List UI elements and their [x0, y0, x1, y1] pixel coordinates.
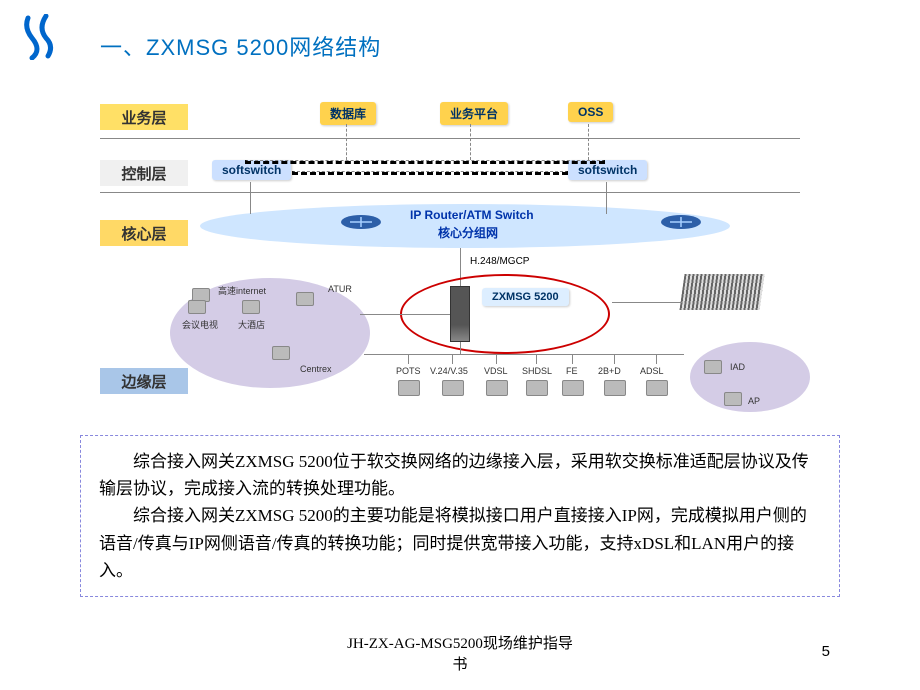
- connector: [496, 354, 497, 364]
- business-platform: 业务平台: [440, 102, 508, 125]
- port-v24: V.24/V.35: [430, 366, 468, 376]
- layer-label-core: 核心层: [100, 220, 188, 246]
- edge-conf-label: 会议电视: [182, 318, 218, 331]
- business-oss: OSS: [568, 102, 613, 122]
- connector: [612, 302, 682, 303]
- device-icon: [486, 380, 508, 396]
- connector: [656, 354, 657, 364]
- core-subtitle: 核心分组网: [438, 224, 498, 241]
- building-icon: [682, 274, 762, 310]
- connector: [606, 182, 607, 214]
- edge-atur-label: ATUR: [328, 284, 352, 294]
- router-icon: [660, 214, 702, 230]
- device-icon: [442, 380, 464, 396]
- connector: [250, 182, 251, 214]
- edge-iad-label: IAD: [730, 362, 745, 372]
- page-number: 5: [822, 643, 830, 660]
- edge-ap-label: AP: [748, 396, 760, 406]
- device-icon: [704, 360, 722, 374]
- core-title: IP Router/ATM Switch: [410, 208, 534, 222]
- connector: [470, 124, 471, 160]
- description-p1: 综合接入网关ZXMSG 5200位于软交换网络的边缘接入层，采用软交换标准适配层…: [99, 448, 821, 502]
- router-icon: [340, 214, 382, 230]
- device-icon: [272, 346, 290, 360]
- divider-line: [100, 138, 800, 139]
- connector: [360, 314, 450, 315]
- network-diagram: 业务层 控制层 核心层 边缘层 数据库 业务平台 OSS softswitch …: [100, 82, 820, 412]
- edge-internet-label: 高速internet: [218, 284, 266, 297]
- port-pots: POTS: [396, 366, 421, 376]
- divider-line: [100, 192, 800, 193]
- page-title: 一、ZXMSG 5200网络结构: [100, 30, 381, 62]
- connector: [614, 354, 615, 364]
- connector: [364, 354, 684, 355]
- telecom-logo: [20, 14, 60, 65]
- layer-label-business: 业务层: [100, 104, 188, 130]
- device-icon: [526, 380, 548, 396]
- device-icon: [604, 380, 626, 396]
- port-shdsl: SHDSL: [522, 366, 552, 376]
- device-icon: [296, 292, 314, 306]
- port-2bd: 2B+D: [598, 366, 621, 376]
- device-icon: [398, 380, 420, 396]
- description-box: 综合接入网关ZXMSG 5200位于软交换网络的边缘接入层，采用软交换标准适配层…: [80, 435, 840, 597]
- device-icon: [562, 380, 584, 396]
- port-vdsl: VDSL: [484, 366, 508, 376]
- connector: [536, 354, 537, 364]
- protocol-label: H.248/MGCP: [470, 256, 529, 267]
- connector: [245, 160, 605, 164]
- business-db: 数据库: [320, 102, 376, 125]
- layer-label-control: 控制层: [100, 160, 188, 186]
- connector: [588, 124, 589, 160]
- connector: [460, 342, 461, 354]
- device-icon: [188, 300, 206, 314]
- layer-label-edge: 边缘层: [100, 368, 188, 394]
- port-adsl: ADSL: [640, 366, 664, 376]
- connector: [572, 354, 573, 364]
- connector: [292, 171, 568, 175]
- connector: [346, 124, 347, 160]
- footer-text: JH-ZX-AG-MSG5200现场维护指导书: [0, 632, 920, 674]
- edge-centrex-label: Centrex: [300, 364, 332, 374]
- connector: [408, 354, 409, 364]
- device-icon: [724, 392, 742, 406]
- connector: [452, 354, 453, 364]
- port-fe: FE: [566, 366, 578, 376]
- edge-hotel-label: 大酒店: [238, 318, 265, 331]
- description-p2: 综合接入网关ZXMSG 5200的主要功能是将模拟接口用户直接接入IP网，完成模…: [99, 502, 821, 584]
- device-icon: [646, 380, 668, 396]
- device-icon: [242, 300, 260, 314]
